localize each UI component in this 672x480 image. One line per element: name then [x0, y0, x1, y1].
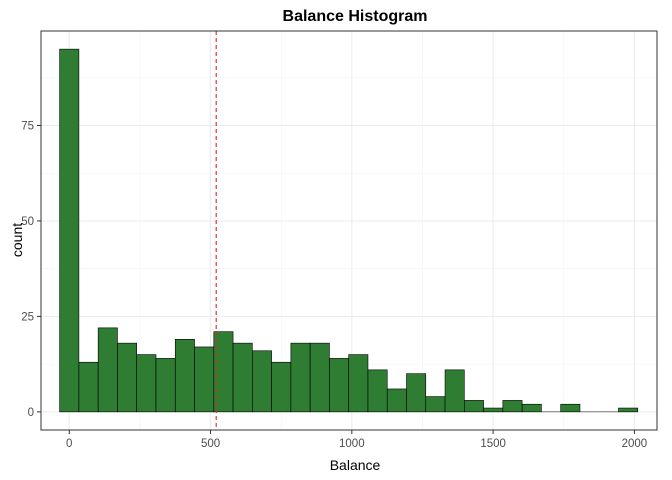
histogram-bar [252, 350, 272, 413]
histogram-bar [464, 400, 484, 413]
chart-title: Balance Histogram [283, 8, 428, 25]
plot-border [40, 30, 658, 431]
y-tick-label: 75 [21, 121, 34, 133]
histogram-bar [213, 331, 234, 413]
histogram-bar [309, 342, 330, 413]
histogram-bar [174, 339, 195, 413]
histogram-bar [348, 354, 369, 413]
x-axis-ticks: 0 500 1000 1500 2000 [66, 430, 647, 450]
y-tick-label: 25 [21, 311, 34, 323]
histogram-bar [194, 346, 215, 413]
y-axis-ticks: 0 25 50 75 [21, 121, 41, 419]
histogram-bar [271, 361, 292, 413]
y-axis-label: count [9, 223, 25, 257]
x-tick-label: 500 [201, 438, 220, 450]
x-tick-label: 0 [66, 438, 72, 450]
y-tick-label: 50 [21, 216, 34, 228]
minor-gridlines [41, 31, 657, 430]
histogram-bar [117, 342, 138, 413]
histogram-bar [329, 358, 349, 413]
histogram-bar [386, 388, 407, 413]
histogram-bar [290, 342, 311, 413]
histogram-bar [78, 361, 99, 413]
histogram-bar [367, 369, 388, 413]
x-tick-label: 2000 [622, 438, 648, 450]
y-tick-label: 0 [28, 407, 34, 419]
histogram-bar [521, 403, 542, 413]
histogram-bars [59, 48, 639, 413]
x-tick-label: 1000 [339, 438, 365, 450]
histogram-bar [618, 407, 639, 413]
histogram-bar [560, 403, 581, 413]
histogram-bar [155, 358, 176, 413]
histogram-bar [136, 354, 157, 413]
x-tick-label: 1500 [480, 438, 506, 450]
histogram-bar [483, 407, 504, 413]
histogram-bar [97, 327, 118, 413]
histogram-bar [59, 48, 80, 413]
histogram-bar [502, 400, 523, 413]
histogram-bar [406, 373, 427, 413]
histogram-bar [425, 396, 446, 413]
histogram-bar [444, 369, 465, 413]
x-axis-label: Balance [330, 457, 381, 473]
histogram-bar [232, 342, 253, 413]
